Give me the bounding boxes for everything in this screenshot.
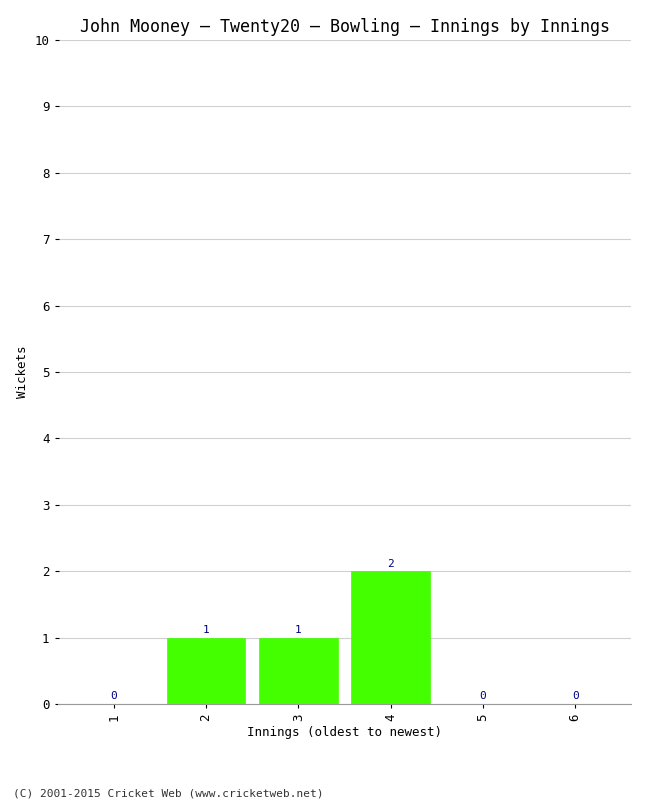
Title: John Mooney – Twenty20 – Bowling – Innings by Innings: John Mooney – Twenty20 – Bowling – Innin…	[79, 18, 610, 36]
Y-axis label: Wickets: Wickets	[16, 346, 29, 398]
Text: 0: 0	[480, 691, 486, 702]
Text: 0: 0	[572, 691, 578, 702]
Text: (C) 2001-2015 Cricket Web (www.cricketweb.net): (C) 2001-2015 Cricket Web (www.cricketwe…	[13, 788, 324, 798]
Bar	[167, 638, 245, 704]
Text: 1: 1	[295, 625, 302, 635]
Text: 0: 0	[111, 691, 117, 702]
Bar	[352, 571, 430, 704]
Text: 1: 1	[203, 625, 209, 635]
Text: 2: 2	[387, 558, 394, 569]
Bar	[259, 638, 337, 704]
X-axis label: Innings (oldest to newest): Innings (oldest to newest)	[247, 726, 442, 739]
